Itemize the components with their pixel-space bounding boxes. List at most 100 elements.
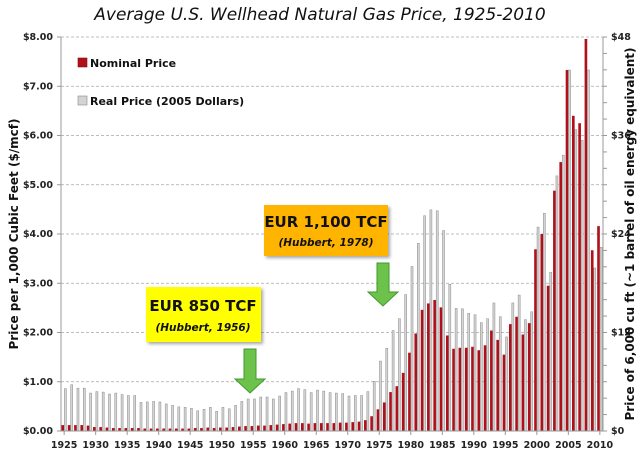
bar-real [461,308,464,432]
bar-real [486,318,489,432]
bar-nominal [61,425,65,431]
bar-nominal [508,324,512,431]
y-ticks-right: $0 $12 $24 $36 $48 [603,32,631,437]
bar-real [171,405,174,432]
bar-nominal [502,354,506,431]
legend: Nominal Price Real Price (2005 Dollars) [77,57,244,108]
bar-real [64,388,67,432]
bar-real [101,391,105,432]
x-tick-label: 1945 [177,440,203,451]
bar-nominal [256,425,260,431]
bar-nominal [162,428,165,431]
bar-nominal [288,423,292,431]
bar-nominal [565,69,569,431]
bar-real [272,398,275,432]
x-tick-label: 2000 [524,440,551,451]
bar-nominal [200,428,203,431]
bar-real [164,403,168,432]
bar-real [435,210,439,432]
bar-nominal [86,425,90,431]
bar-nominal [212,428,216,431]
bar-nominal [345,422,348,431]
y-tick-label: $7.00 [23,81,53,92]
bar-real [146,401,149,432]
y-tick-label: $1.00 [23,377,53,388]
bar-nominal [105,427,109,431]
x-tick-label: 2005 [555,440,581,451]
bar-real [354,395,357,432]
bar-nominal [584,38,588,431]
bar-real [517,294,521,432]
bar-real [328,392,332,432]
bar-real [70,384,73,432]
bar-real [316,389,319,432]
bar-nominal [319,423,323,431]
bar-nominal [471,346,474,431]
bar-real [83,387,86,432]
bar-real [120,394,124,432]
bar-nominal [263,425,266,431]
y2-tick-label: $24 [611,229,631,240]
bar-real [221,407,225,432]
bar-nominal [74,425,77,431]
bar-nominal [67,425,71,431]
bar-real [335,392,338,432]
y2-tick-label: $48 [611,32,631,43]
annotation-subtext-1978: (Hubbert, 1978) [278,237,373,249]
bar-real [303,389,307,432]
bar-real [574,129,578,432]
bar-nominal [93,427,96,431]
bar-nominal [219,427,222,431]
bar-real [372,381,376,432]
annotation-text-1978: EUR 1,100 TCF [264,213,387,231]
bar-real [580,140,584,432]
bar-nominal [294,423,298,431]
bar-real [202,409,206,432]
bar-nominal [225,427,229,431]
bar-real [278,395,281,432]
bar-nominal [370,416,373,431]
bar-nominal [534,249,537,431]
bar-real [398,318,401,432]
x-tick-label: 1950 [208,440,235,451]
bar-nominal [490,330,493,431]
bar-real [290,390,294,432]
bar-nominal [130,428,134,431]
bar-nominal [111,428,115,431]
bar-real [209,407,212,432]
bar-nominal [571,115,575,432]
bar-real [158,401,162,432]
bar-nominal [149,428,153,431]
bar-nominal [143,428,147,431]
bar-real [108,393,111,432]
x-tick-label: 1970 [335,440,362,451]
x-tick-label: 2010 [587,440,614,451]
bar-real [133,395,136,432]
bar-real [190,408,193,432]
down-arrow-icon [233,348,267,394]
bar-nominal [231,427,235,431]
bar-nominal [496,339,500,431]
x-tick-label: 1975 [366,440,392,451]
x-tick-label: 1960 [272,440,299,451]
bar-real [347,395,351,432]
x-tick-label: 1955 [240,440,266,451]
annotation-box-1956 [146,287,261,342]
bar-real [385,348,389,432]
bar-nominal [282,424,285,431]
y2-tick-label: $12 [611,328,631,339]
bar-nominal [269,425,273,431]
bar-real [215,411,218,432]
bar-nominal [300,423,304,431]
bar-real [183,407,187,432]
bar-nominal [326,423,329,431]
bar-nominal [559,162,563,431]
annotation-box-1978 [264,205,388,256]
bar-nominal [395,386,399,431]
bar-real [549,272,552,432]
bar-nominal [540,234,544,431]
bar-real [417,243,420,432]
annotation-1978: EUR 1,100 TCF (Hubbert, 1978) [264,205,400,307]
bar-nominal [590,250,594,431]
